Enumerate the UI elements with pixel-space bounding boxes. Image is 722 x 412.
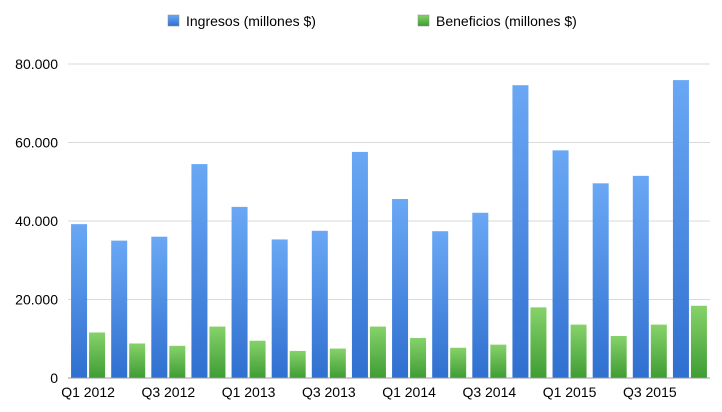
x-tick-label: Q3 2015 (623, 384, 677, 400)
x-tick-label: Q3 2014 (462, 384, 516, 400)
legend-label-ingresos: Ingresos (millones $) (186, 13, 316, 29)
y-tick-label: 60.000 (15, 135, 58, 151)
bar-ingresos-q3-2014 (472, 212, 489, 378)
bar-beneficios-q3-2014 (490, 344, 507, 378)
bar-beneficios-q1-2013 (249, 340, 266, 378)
bar-beneficios-q3-2012 (169, 345, 186, 378)
bar-beneficios-q4-2013 (369, 326, 386, 378)
y-tick-label: 0 (50, 370, 58, 386)
bar-beneficios-q2-2014 (450, 347, 467, 378)
bar-beneficios-q1-2012 (89, 332, 106, 378)
bar-ingresos-q1-2012 (71, 224, 88, 378)
bar-beneficios-q1-2015 (570, 324, 587, 378)
legend-label-beneficios: Beneficios (millones $) (436, 13, 577, 29)
legend: Ingresos (millones $) Beneficios (millone… (167, 13, 577, 29)
bar-ingresos-q3-2012 (151, 236, 168, 378)
bar-ingresos-q1-2015 (552, 150, 569, 378)
x-tick-label: Q3 2012 (141, 384, 195, 400)
x-tick-label: Q1 2014 (382, 384, 436, 400)
bar-ingresos-q2-2014 (432, 231, 449, 378)
bar-beneficios-q2-2013 (289, 350, 306, 378)
bar-beneficios-q4-2012 (209, 326, 226, 378)
bar-beneficios-q4-2015 (690, 305, 707, 378)
y-tick-label: 20.000 (15, 292, 58, 308)
bar-beneficios-q2-2012 (129, 343, 146, 378)
x-tick-label: Q1 2015 (543, 384, 597, 400)
y-tick-label: 40.000 (15, 213, 58, 229)
x-tick-label: Q3 2013 (302, 384, 356, 400)
bar-beneficios-q3-2015 (650, 324, 667, 378)
bar-beneficios-q4-2014 (530, 307, 547, 378)
x-tick-label: Q1 2012 (61, 384, 115, 400)
legend-swatch-beneficios (417, 14, 430, 27)
bar-ingresos-q4-2013 (351, 151, 368, 378)
bars (71, 80, 707, 378)
bar-ingresos-q2-2012 (111, 240, 128, 378)
bar-ingresos-q4-2012 (191, 164, 208, 378)
bar-ingresos-q3-2015 (632, 175, 649, 378)
x-axis: Q1 2012 Q3 2012 Q1 2013 Q3 2013 Q1 2014 Q3 20… (61, 377, 710, 400)
bar-ingresos-q4-2014 (512, 85, 529, 378)
y-tick-label: 80.000 (15, 56, 58, 72)
bar-beneficios-q1-2014 (410, 337, 427, 378)
bar-ingresos-q1-2014 (392, 199, 409, 378)
bar-ingresos-q3-2013 (311, 230, 328, 378)
bar-beneficios-q2-2015 (610, 336, 627, 378)
x-tick-label: Q1 2013 (222, 384, 276, 400)
bar-ingresos-q4-2015 (672, 80, 689, 378)
bar-ingresos-q1-2013 (231, 206, 248, 378)
bar-ingresos-q2-2015 (592, 183, 609, 378)
bar-beneficios-q3-2013 (329, 348, 346, 378)
y-axis: 0 20.000 40.000 60.000 80.000 (15, 56, 58, 386)
bar-ingresos-q2-2013 (271, 239, 288, 378)
legend-swatch-ingresos (167, 14, 180, 27)
